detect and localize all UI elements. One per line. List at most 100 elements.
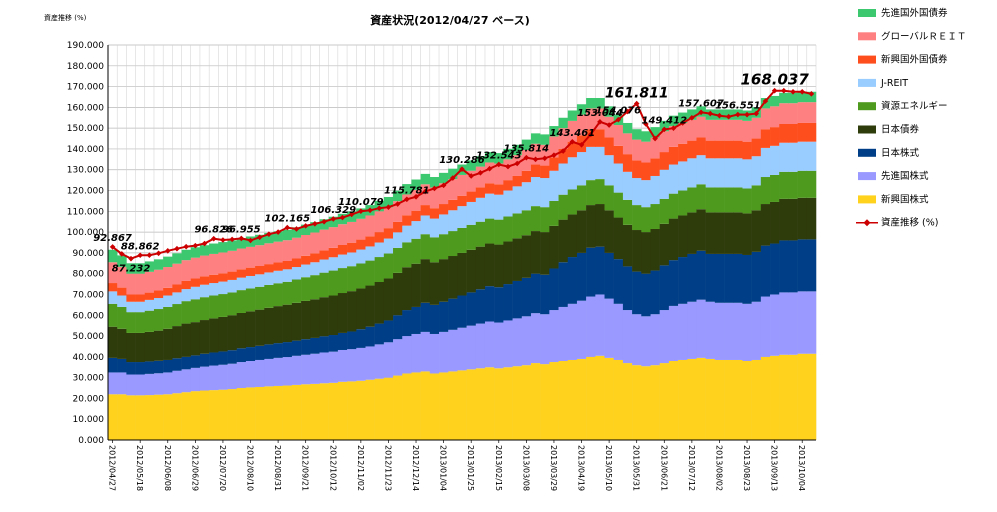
bar-segment — [273, 270, 283, 284]
x-tick-labels: 2012/04/27 2012/05/18 2012/06/08 2012/06/29… — [108, 440, 806, 491]
bar-segment — [420, 215, 431, 235]
bar-segment — [512, 186, 523, 214]
bar-segment — [724, 158, 734, 188]
asset-line-marker — [367, 207, 373, 214]
bar-segment — [319, 352, 329, 384]
bar-segment — [356, 329, 366, 348]
bar-segment — [365, 260, 375, 286]
asset-line-marker — [532, 156, 539, 163]
bar-segment — [724, 359, 734, 440]
bar-segment — [705, 158, 716, 188]
asset-line-marker — [606, 122, 612, 128]
bar-segment — [218, 281, 228, 295]
bar-segment — [576, 300, 587, 359]
asset-line-marker — [247, 237, 254, 244]
bar-segment — [393, 247, 403, 273]
bar-segment — [521, 365, 532, 440]
bar-segment — [521, 139, 532, 150]
bar-segment — [604, 106, 614, 117]
bar-segment — [678, 112, 688, 123]
bar-segment — [705, 187, 716, 213]
bar-segment — [190, 247, 201, 258]
bar-segment — [227, 250, 237, 272]
bar-segment — [622, 224, 633, 267]
bar-segment — [484, 367, 495, 440]
legend-label: 資産推移 (%) — [881, 217, 938, 229]
asset-line-marker — [450, 175, 456, 181]
asset-line-marker — [541, 155, 548, 162]
asset-line-marker — [523, 154, 530, 161]
bar-segment — [420, 173, 431, 185]
bar-segment — [383, 278, 394, 321]
asset-line-marker — [560, 148, 566, 154]
bar-segment — [439, 259, 449, 302]
asset-line-marker — [422, 188, 429, 195]
bar-segment — [135, 294, 146, 302]
asset-line-marker — [348, 211, 355, 218]
bar-segment — [494, 163, 504, 185]
x-tick-label: 2012/10/12 — [328, 445, 337, 491]
bar-segment — [264, 264, 274, 273]
bar-segment — [503, 241, 513, 285]
data-label: 156.551 — [715, 101, 761, 112]
bar-segment — [328, 295, 339, 336]
bar-segment — [347, 349, 357, 382]
legend-swatch — [858, 102, 876, 111]
bar-segment — [319, 383, 329, 440]
x-tick-label: 2013/01/25 — [466, 445, 475, 491]
bar-segment — [227, 292, 237, 316]
legend-line-marker — [863, 219, 871, 227]
bar-segment — [337, 254, 348, 269]
bar-segment — [687, 212, 697, 254]
y-tick-label: 130.000 — [67, 166, 104, 176]
bar-segment — [135, 312, 146, 333]
bar-segment — [356, 263, 366, 289]
asset-line-marker — [514, 160, 520, 167]
bar-segment — [383, 228, 394, 239]
x-tick-label: 2013/08/02 — [714, 445, 723, 491]
bar-segment — [521, 316, 532, 366]
asset-line-marker — [155, 250, 162, 257]
bar-segment — [641, 207, 651, 233]
bar-segment — [108, 262, 118, 284]
bar-segment — [724, 119, 734, 141]
bar-segment — [199, 366, 210, 391]
bar-segment — [356, 347, 366, 381]
bar-segment — [291, 340, 302, 356]
bar-segment — [126, 301, 136, 313]
asset-line-marker — [578, 141, 585, 148]
bar-segment — [779, 142, 789, 172]
bar-segment — [770, 294, 780, 356]
bar-segment — [724, 212, 734, 254]
bar-segment — [595, 146, 605, 180]
bar-segment — [144, 299, 155, 311]
bar-segment — [733, 140, 743, 159]
bar-segment — [760, 296, 771, 357]
bar-segment — [576, 152, 587, 186]
bar-segment — [163, 287, 173, 296]
bar-segment — [301, 300, 311, 340]
x-tick-label: 2012/08/31 — [273, 445, 282, 491]
y-tick-label: 0.000 — [78, 436, 104, 446]
bar-segment — [540, 207, 550, 233]
bar-segment — [770, 95, 780, 107]
bar-segment — [273, 241, 283, 263]
bar-segment — [503, 216, 513, 242]
bar-segment — [733, 187, 743, 213]
bar-segment — [236, 290, 247, 313]
data-label: 115.781 — [384, 185, 430, 196]
bar-segment — [135, 301, 146, 313]
bar-segment — [760, 177, 771, 205]
bar-segment — [255, 359, 265, 387]
asset-line — [109, 87, 815, 262]
bar-segment — [530, 273, 541, 314]
bar-segment — [153, 309, 164, 331]
bar-segment — [779, 171, 789, 199]
bar-segment — [448, 256, 458, 299]
x-tick-label: 2013/01/04 — [439, 445, 448, 491]
asset-line-marker — [302, 223, 309, 229]
bar-segment — [199, 276, 210, 285]
data-label: 96.826 — [194, 225, 233, 236]
bar-segment — [301, 354, 311, 385]
